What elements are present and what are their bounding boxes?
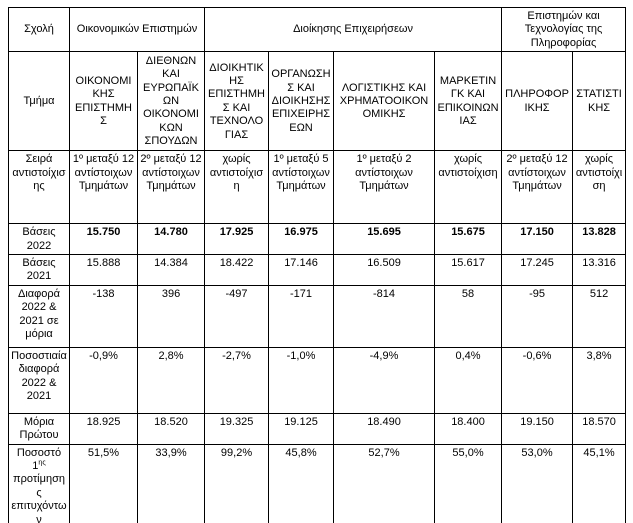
row-label-first-preference-percent: Ποσοστό 1ης προτίμησης επιτυχόντων	[8, 443, 70, 523]
difference-percent-row: Ποσοστιαία διαφορά 2022 & 2021 -0,9% 2,8…	[8, 346, 627, 414]
dept-accounting-finance: ΛΟΓΙΣΤΙΚΗΣ ΚΑΙ ΧΡΗΜΑΤΟΟΙΚΟΝΟΜΙΚΗΣ	[333, 51, 436, 152]
table-cell: 58	[434, 284, 503, 348]
table-cell: 18.490	[333, 412, 436, 445]
table-cell: 33,9%	[136, 443, 206, 523]
label-text: προτίμησης επιτυχόντων	[11, 473, 67, 523]
table-cell: χωρίς αντιστοίχιση	[572, 150, 627, 225]
row-label-difference-points: Διαφορά 2022 & 2021 σε μόρια	[8, 284, 70, 348]
school-header-row: Σχολή Οικονομικών Επιστημών Διοίκησης Επ…	[8, 6, 627, 53]
label-superscript: ης	[38, 459, 46, 467]
table-cell: 1º μεταξύ 2 αντίστοιχων Τμημάτων	[333, 150, 436, 225]
table-cell: 55,0%	[434, 443, 503, 523]
dept-marketing-communication: ΜΑΡΚΕΤΙΝΓΚ ΚΑΙ ΕΠΙΚΟΙΝΩΝΙΑΣ	[434, 51, 503, 152]
table-cell: -814	[333, 284, 436, 348]
table-cell: 45,1%	[572, 443, 627, 523]
admissions-table: Σχολή Οικονομικών Επιστημών Διοίκησης Επ…	[8, 6, 627, 523]
top-score-row: Μόρια Πρώτου 18.925 18.520 19.325 19.125…	[8, 412, 627, 445]
table-cell: χωρίς αντιστοίχιση	[204, 150, 270, 225]
table-cell: 17.925	[204, 223, 270, 256]
dept-international-european-economics: ΔΙΕΘΝΩΝ ΚΑΙ ΕΥΡΩΠΑΪΚΩΝ ΟΙΚΟΝΟΜΙΚΩΝ ΣΠΟΥΔ…	[136, 51, 206, 152]
table-cell: 1º μεταξύ 5 αντίστοιχων Τμημάτων	[268, 150, 335, 225]
table-cell: 15.750	[69, 223, 138, 256]
table-cell: 53,0%	[501, 443, 574, 523]
table-cell: 14.384	[136, 254, 206, 286]
table-cell: 17.245	[501, 254, 574, 286]
table-cell: 17.150	[501, 223, 574, 256]
table-cell: 15.617	[434, 254, 503, 286]
difference-points-row: Διαφορά 2022 & 2021 σε μόρια -138 396 -4…	[8, 284, 627, 348]
table-cell: -4,9%	[333, 346, 436, 414]
matching-order-row: Σειρά αντιστοίχισης 1º μεταξύ 12 αντίστο…	[8, 150, 627, 225]
row-label-top-score: Μόρια Πρώτου	[8, 412, 70, 445]
base-2021-row: Βάσεις 2021 15.888 14.384 18.422 17.146 …	[8, 254, 627, 286]
dept-informatics: ΠΛΗΡΟΦΟΡΙΚΗΣ	[501, 51, 574, 152]
table-cell: 52,7%	[333, 443, 436, 523]
row-label-base-2021: Βάσεις 2021	[8, 254, 70, 286]
table-cell: -0,9%	[69, 346, 138, 414]
dept-statistics: ΣΤΑΤΙΣΤΙΚΗΣ	[572, 51, 627, 152]
table-cell: 15.675	[434, 223, 503, 256]
dept-economics: ΟΙΚΟΝΟΜΙΚΗΣ ΕΠΙΣΤΗΜΗΣ	[69, 51, 138, 152]
table-cell: 19.150	[501, 412, 574, 445]
row-label-school: Σχολή	[8, 6, 70, 53]
school-informatics: Επιστημών και Τεχνολογίας της Πληροφορία…	[501, 6, 627, 53]
department-header-row: Τμήμα ΟΙΚΟΝΟΜΙΚΗΣ ΕΠΙΣΤΗΜΗΣ ΔΙΕΘΝΩΝ ΚΑΙ …	[8, 51, 627, 152]
table-cell: 2º μεταξύ 12 αντίστοιχων Τμημάτων	[501, 150, 574, 225]
school-economics: Οικονομικών Επιστημών	[68, 6, 206, 53]
base-2022-row: Βάσεις 2022 15.750 14.780 17.925 16.975 …	[8, 223, 627, 256]
school-business: Διοίκησης Επιχειρήσεων	[204, 6, 503, 53]
row-label-matching-order: Σειρά αντιστοίχισης	[8, 150, 70, 225]
table-cell: -2,7%	[204, 346, 270, 414]
table-cell: 18.400	[434, 412, 503, 445]
table-cell: 19.325	[204, 412, 270, 445]
label-text: Ποσοστό 1	[16, 446, 62, 473]
table-cell: 18.520	[136, 412, 206, 445]
table-cell: 13.828	[572, 223, 627, 256]
table-cell: 15.695	[333, 223, 436, 256]
table-cell: 1º μεταξύ 12 αντίστοιχων Τμημάτων	[69, 150, 138, 225]
table-cell: 15.888	[69, 254, 138, 286]
table-cell: 51,5%	[69, 443, 138, 523]
row-label-department: Τμήμα	[8, 51, 70, 152]
table-cell: χωρίς αντιστοίχιση	[434, 150, 503, 225]
table-cell: 396	[136, 284, 206, 348]
table-cell: -1,0%	[268, 346, 335, 414]
row-label-difference-percent: Ποσοστιαία διαφορά 2022 & 2021	[8, 346, 70, 414]
table-cell: 99,2%	[204, 443, 270, 523]
table-cell: -0,6%	[501, 346, 574, 414]
table-cell: 3,8%	[572, 346, 627, 414]
table-cell: -171	[268, 284, 335, 348]
table-cell: 17.146	[268, 254, 335, 286]
row-label-base-2022: Βάσεις 2022	[8, 223, 70, 256]
table-cell: -138	[69, 284, 138, 348]
table-cell: 2,8%	[136, 346, 206, 414]
table-cell: 18.422	[204, 254, 270, 286]
table-cell: 18.570	[572, 412, 627, 445]
table-cell: 13.316	[572, 254, 627, 286]
table-cell: 19.125	[268, 412, 335, 445]
table-cell: -95	[501, 284, 574, 348]
dept-business-administration: ΟΡΓΑΝΩΣΗΣ ΚΑΙ ΔΙΟΙΚΗΣΗΣ ΕΠΙΧΕΙΡΗΣΕΩΝ	[268, 51, 335, 152]
table-cell: 0,4%	[434, 346, 503, 414]
table-cell: 45,8%	[268, 443, 335, 523]
table-cell: 16.975	[268, 223, 335, 256]
first-preference-percent-row: Ποσοστό 1ης προτίμησης επιτυχόντων 51,5%…	[8, 443, 627, 523]
dept-management-science-technology: ΔΙΟΙΚΗΤΙΚΗΣ ΕΠΙΣΤΗΜΗΣ ΚΑΙ ΤΕΧΝΟΛΟΓΙΑΣ	[204, 51, 270, 152]
table-cell: 16.509	[333, 254, 436, 286]
table-cell: 512	[572, 284, 627, 348]
table-cell: 18.925	[69, 412, 138, 445]
table-cell: -497	[204, 284, 270, 348]
table-cell: 14.780	[136, 223, 206, 256]
table-cell: 2º μεταξύ 12 αντίστοιχων Τμημάτων	[136, 150, 206, 225]
